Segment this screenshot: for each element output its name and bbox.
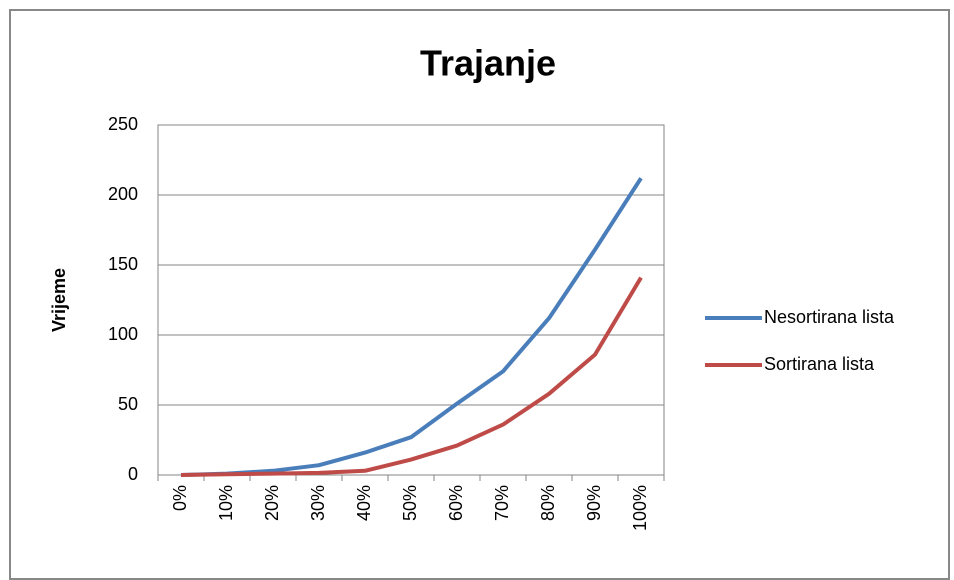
y-tick-label: 150 — [108, 254, 138, 274]
x-tick-label: 40% — [354, 485, 374, 521]
y-tick-label: 200 — [108, 184, 138, 204]
x-tick-label: 10% — [216, 485, 236, 521]
x-tick-label: 60% — [446, 485, 466, 521]
y-tick-label: 250 — [108, 114, 138, 134]
legend-label: Nesortirana lista — [764, 307, 895, 327]
x-tick-label: 100% — [630, 485, 650, 531]
y-axis-label: Vrijeme — [49, 268, 69, 332]
y-tick-label: 100 — [108, 324, 138, 344]
x-tick-label: 0% — [170, 485, 190, 511]
x-tick-label: 80% — [538, 485, 558, 521]
y-tick-label: 50 — [118, 394, 138, 414]
x-tick-label: 70% — [492, 485, 512, 521]
x-tick-label: 20% — [262, 485, 282, 521]
x-tick-label: 90% — [584, 485, 604, 521]
y-tick-label: 0 — [128, 464, 138, 484]
chart-title: Trajanje — [420, 43, 556, 84]
legend-label: Sortirana lista — [764, 354, 875, 374]
series-line — [180, 177, 643, 477]
x-tick-label: 50% — [400, 485, 420, 521]
series-line — [180, 276, 643, 477]
x-tick-label: 30% — [308, 485, 328, 521]
chart-frame — [9, 9, 950, 580]
